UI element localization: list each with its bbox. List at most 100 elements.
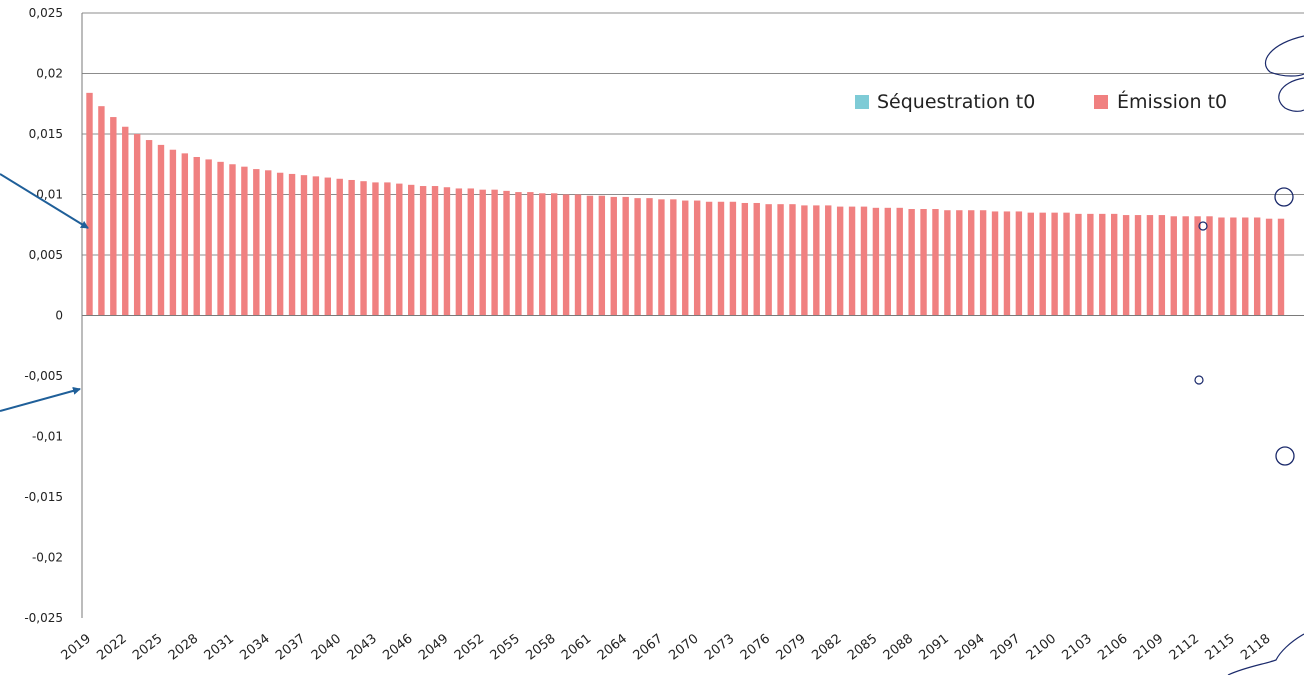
x-tick-label: 2028 xyxy=(166,631,201,663)
x-tick-label: 2049 xyxy=(416,631,451,663)
bar-emission-2044 xyxy=(384,182,391,316)
x-tick-label: 2034 xyxy=(237,631,272,663)
y-tick-label: -0,025 xyxy=(24,611,63,625)
x-tick-label: 2109 xyxy=(1131,631,1166,663)
bar-emission-2082 xyxy=(836,206,844,316)
bar-emission-2092 xyxy=(956,210,963,316)
bar-emission-2040 xyxy=(336,178,343,316)
bar-emission-2070 xyxy=(693,200,701,316)
bar-emission-2102 xyxy=(1075,213,1082,316)
x-tick-label: 2058 xyxy=(523,631,558,663)
bar-emission-2020 xyxy=(98,106,105,316)
bar-emission-2050 xyxy=(455,188,463,316)
bar-emission-2083 xyxy=(848,206,856,316)
legend-label-emission: Émission t0 xyxy=(1117,90,1227,113)
bar-emission-2069 xyxy=(682,200,689,316)
bar-emission-2061 xyxy=(586,195,594,316)
bar-emission-2080 xyxy=(813,205,820,316)
x-tick-label: 2115 xyxy=(1202,631,1237,663)
x-tick-label: 2076 xyxy=(738,631,773,663)
bar-emission-2094 xyxy=(979,210,987,316)
bar-emission-2089 xyxy=(920,209,927,316)
bar-emission-2111 xyxy=(1182,216,1189,316)
x-tick-label: 2079 xyxy=(774,631,809,663)
bar-emission-2029 xyxy=(205,159,212,316)
bar-emission-2027 xyxy=(181,153,189,316)
bar-emission-2112 xyxy=(1194,216,1201,316)
bar-emission-2101 xyxy=(1063,212,1070,316)
x-tick-label: 2064 xyxy=(595,631,630,663)
bar-emission-2110 xyxy=(1170,216,1177,316)
bar-emission-2056 xyxy=(527,192,534,316)
circle-marker xyxy=(1275,446,1295,466)
bar-emission-2034 xyxy=(265,170,272,316)
bar-emission-2052 xyxy=(479,189,486,316)
bar-emission-2067 xyxy=(658,199,665,316)
bar-emission-2025 xyxy=(157,144,165,316)
bar-emission-2097 xyxy=(1015,211,1023,316)
bar-emission-2085 xyxy=(872,207,880,316)
x-tick-label: 2100 xyxy=(1024,631,1059,663)
annotation-arrow xyxy=(0,386,81,412)
x-tick-label: 2043 xyxy=(345,631,380,663)
bar-emission-2055 xyxy=(515,192,522,316)
bar-emission-2022 xyxy=(122,126,129,316)
bar-emission-2081 xyxy=(825,205,832,316)
axes xyxy=(81,13,1304,618)
bar-emission-2108 xyxy=(1146,215,1154,316)
y-tick-label: 0,015 xyxy=(29,127,63,141)
cloud-shape xyxy=(1264,35,1304,77)
x-tick-label: 2025 xyxy=(130,631,165,663)
x-tick-label: 2022 xyxy=(94,631,129,663)
x-tick-label: 2055 xyxy=(488,631,523,663)
y-tick-label: 0,005 xyxy=(29,248,63,262)
bar-emission-2118 xyxy=(1265,218,1273,316)
bar-emission-2030 xyxy=(217,161,224,316)
bar-emission-2041 xyxy=(348,179,355,316)
bar-emission-2113 xyxy=(1206,216,1213,316)
bar-emission-2042 xyxy=(360,181,367,316)
bar-emission-2039 xyxy=(324,177,331,316)
x-tick-label: 2037 xyxy=(273,631,308,663)
bar-emission-2019 xyxy=(86,92,93,316)
bar-emission-2107 xyxy=(1134,215,1142,316)
bar-emission-2045 xyxy=(396,183,403,316)
y-tick-label: -0,01 xyxy=(32,430,63,444)
bar-emission-2043 xyxy=(372,182,379,316)
bar-emission-2051 xyxy=(467,188,474,316)
x-tick-label: 2097 xyxy=(988,631,1023,663)
bar-emission-2091 xyxy=(944,210,951,316)
bar-emission-2062 xyxy=(598,195,606,316)
gridlines xyxy=(82,12,1304,256)
bar-emission-2035 xyxy=(276,172,284,316)
y-tick-label: -0,015 xyxy=(24,490,63,504)
x-tick-label: 2073 xyxy=(702,631,737,663)
bar-emission-2071 xyxy=(705,201,713,316)
bar-emission-2075 xyxy=(753,202,760,316)
bar-emission-2119 xyxy=(1277,218,1285,316)
bar-emission-2104 xyxy=(1099,213,1106,316)
legend: Séquestration t0 Émission t0 xyxy=(855,90,1227,113)
y-tick-label: 0 xyxy=(55,309,63,323)
bar-emission-2058 xyxy=(550,193,558,316)
bar-emission-2088 xyxy=(908,209,915,316)
x-tick-label: 2040 xyxy=(309,631,344,663)
bar-emission-2114 xyxy=(1218,217,1225,316)
bar-emission-2054 xyxy=(503,190,510,316)
bar-emission-2032 xyxy=(241,166,248,316)
legend-label-sequestration: Séquestration t0 xyxy=(877,91,1035,113)
bar-emission-2047 xyxy=(419,186,427,316)
bar-emission-2037 xyxy=(300,175,308,316)
x-tick-label: 2061 xyxy=(559,631,594,663)
circle-marker xyxy=(1198,221,1208,231)
bar-emission-2023 xyxy=(133,134,141,316)
bar-emission-2077 xyxy=(777,204,784,316)
legend-swatch-emission xyxy=(1094,95,1108,109)
bar-emission-2103 xyxy=(1087,213,1094,316)
bar-emission-2099 xyxy=(1039,212,1046,316)
circle-marker xyxy=(1274,187,1294,207)
bar-emission-2066 xyxy=(646,198,653,316)
bar-emission-2063 xyxy=(610,196,617,316)
bar-emission-2073 xyxy=(729,201,737,316)
bar-emission-2049 xyxy=(443,187,451,316)
